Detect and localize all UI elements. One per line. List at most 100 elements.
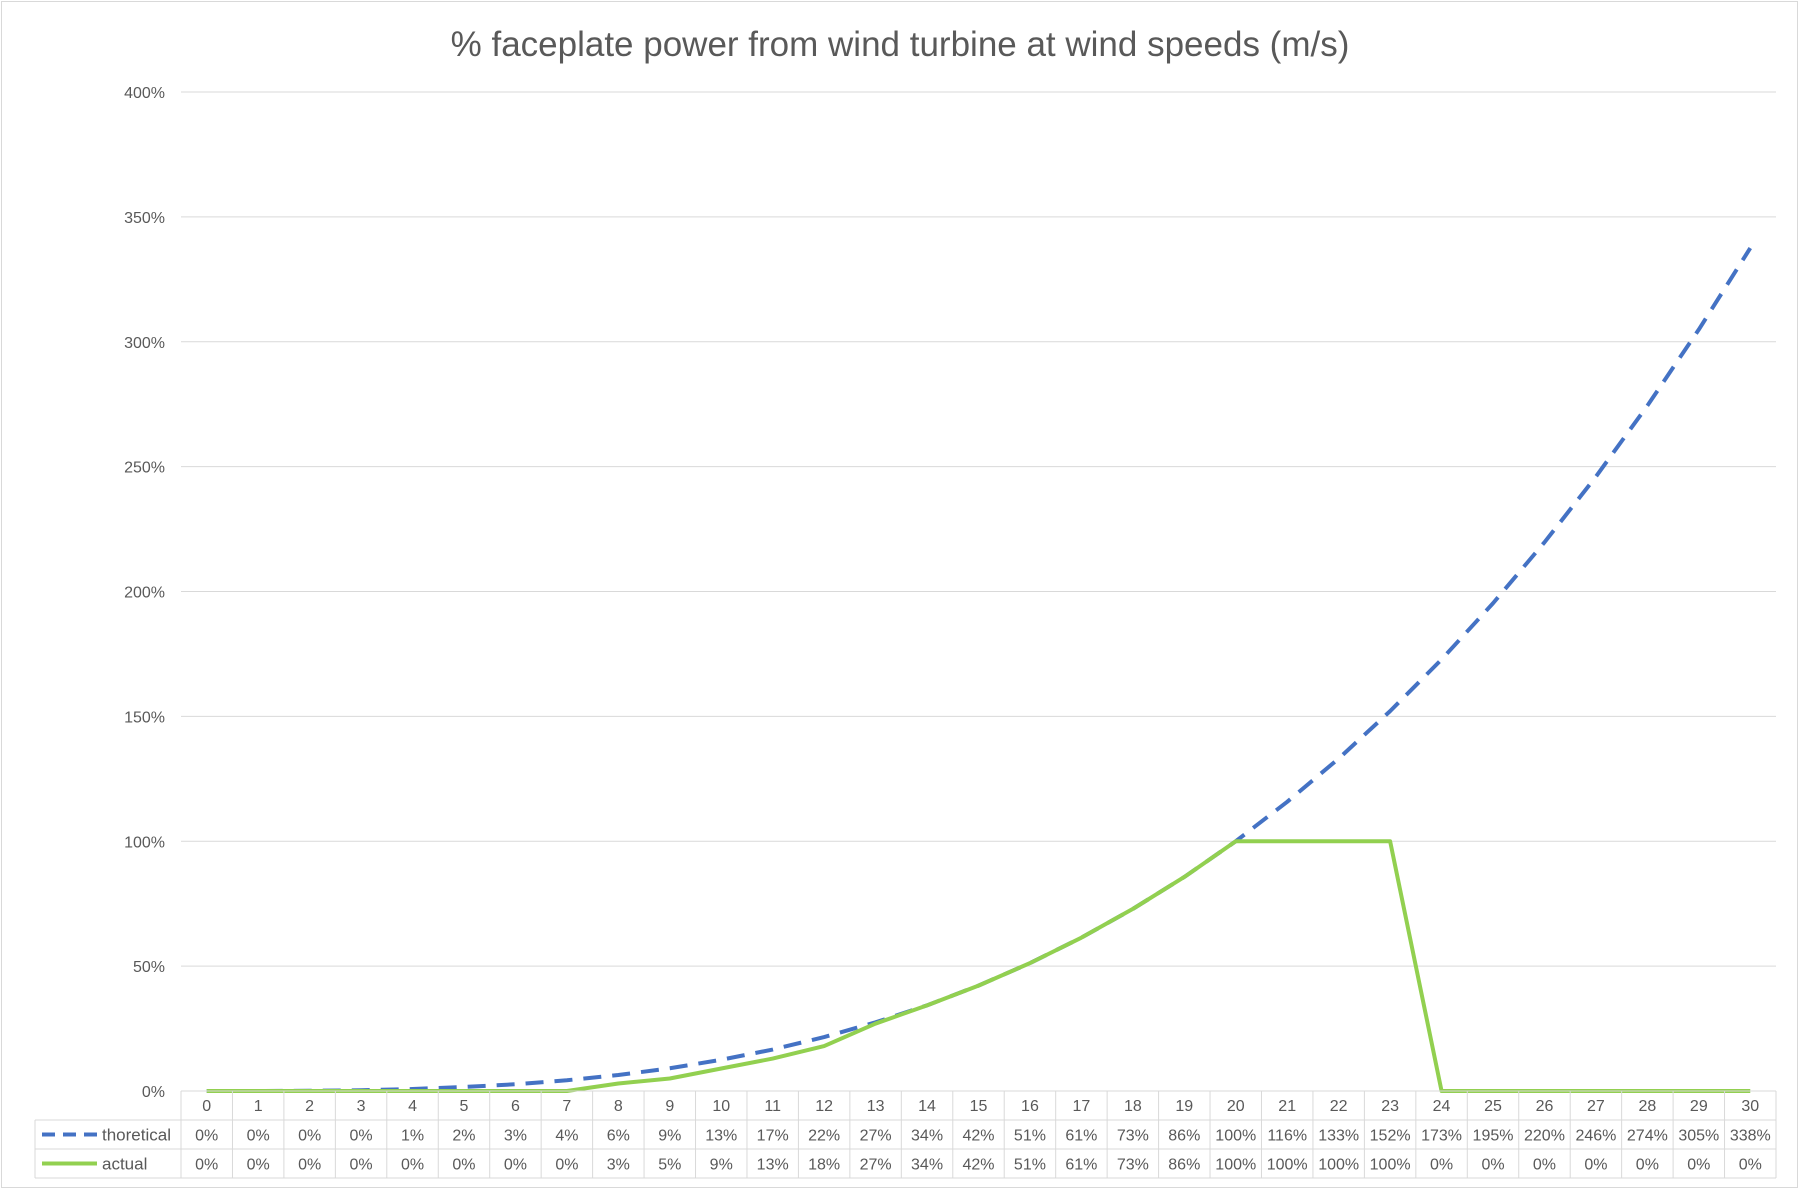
data-label-actual: 13%	[757, 1157, 789, 1174]
data-label-actual: 73%	[1117, 1157, 1149, 1174]
y-tick-label: 250%	[124, 460, 165, 477]
data-label-actual: 0%	[1739, 1157, 1762, 1174]
data-label-actual: 18%	[808, 1157, 840, 1174]
data-label-actual: 100%	[1267, 1157, 1308, 1174]
x-tick-label: 14	[918, 1098, 936, 1115]
data-label-actual: 0%	[1533, 1157, 1556, 1174]
y-axis: 0% 50% 100% 150% 200% 250% 300% 350% 400%	[124, 85, 165, 1101]
data-label-actual: 100%	[1215, 1157, 1256, 1174]
y-tick-label: 50%	[133, 959, 165, 976]
data-label-thoretical: 246%	[1575, 1128, 1616, 1145]
data-label-actual: 100%	[1318, 1157, 1359, 1174]
data-label-actual: 0%	[1481, 1157, 1504, 1174]
x-tick-label: 3	[357, 1098, 366, 1115]
data-label-actual: 34%	[911, 1157, 943, 1174]
y-tick-label: 150%	[124, 709, 165, 726]
x-tick-label: 12	[815, 1098, 833, 1115]
legend-label-thoretical: thoretical	[102, 1126, 171, 1145]
data-label-thoretical: 3%	[504, 1128, 527, 1145]
data-label-actual: 3%	[607, 1157, 630, 1174]
data-label-actual: 9%	[710, 1157, 733, 1174]
data-label-thoretical: 173%	[1421, 1128, 1462, 1145]
x-tick-label: 6	[511, 1098, 520, 1115]
data-label-thoretical: 61%	[1065, 1128, 1097, 1145]
y-tick-label: 200%	[124, 585, 165, 602]
x-tick-label: 2	[305, 1098, 314, 1115]
data-label-thoretical: 100%	[1215, 1128, 1256, 1145]
data-label-thoretical: 34%	[911, 1128, 943, 1145]
x-tick-label: 0	[202, 1098, 211, 1115]
x-tick-label: 27	[1587, 1098, 1605, 1115]
data-label-thoretical: 220%	[1524, 1128, 1565, 1145]
x-tick-label: 8	[614, 1098, 623, 1115]
data-label-thoretical: 86%	[1168, 1128, 1200, 1145]
data-label-thoretical: 2%	[452, 1128, 475, 1145]
data-label-actual: 86%	[1168, 1157, 1200, 1174]
data-label-thoretical: 0%	[195, 1128, 218, 1145]
x-tick-label: 11	[764, 1098, 781, 1115]
data-label-thoretical: 0%	[247, 1128, 270, 1145]
data-label-thoretical: 17%	[757, 1128, 789, 1145]
x-tick-label: 19	[1175, 1098, 1193, 1115]
data-label-actual: 0%	[1636, 1157, 1659, 1174]
data-label-thoretical: 0%	[350, 1128, 373, 1145]
data-label-thoretical: 1%	[401, 1128, 424, 1145]
x-tick-label: 17	[1073, 1098, 1091, 1115]
data-label-thoretical: 133%	[1318, 1128, 1359, 1145]
x-tick-label: 9	[665, 1098, 674, 1115]
data-label-thoretical: 51%	[1014, 1128, 1046, 1145]
data-label-actual: 27%	[860, 1157, 892, 1174]
y-tick-label: 300%	[124, 335, 165, 352]
x-tick-label: 20	[1227, 1098, 1245, 1115]
data-label-thoretical: 42%	[962, 1128, 994, 1145]
data-label-actual: 0%	[350, 1157, 373, 1174]
data-label-actual: 0%	[195, 1157, 218, 1174]
data-label-thoretical: 116%	[1267, 1128, 1307, 1145]
data-label-actual: 0%	[504, 1157, 527, 1174]
x-tick-label: 5	[460, 1098, 469, 1115]
data-label-actual: 42%	[962, 1157, 994, 1174]
y-tick-label: 100%	[124, 834, 165, 851]
data-label-thoretical: 338%	[1730, 1128, 1771, 1145]
x-tick-label: 28	[1638, 1098, 1656, 1115]
x-tick-label: 30	[1741, 1098, 1759, 1115]
data-label-thoretical: 9%	[658, 1128, 681, 1145]
data-label-actual: 0%	[1584, 1157, 1607, 1174]
y-tick-label: 400%	[124, 85, 165, 102]
data-label-thoretical: 13%	[705, 1128, 737, 1145]
x-tick-label: 7	[562, 1098, 571, 1115]
data-label-actual: 0%	[401, 1157, 424, 1174]
data-label-actual: 0%	[247, 1157, 270, 1174]
data-label-actual: 0%	[298, 1157, 321, 1174]
x-tick-label: 21	[1278, 1098, 1296, 1115]
x-tick-label: 23	[1381, 1098, 1399, 1115]
x-tick-label: 1	[254, 1098, 263, 1115]
x-tick-label: 13	[867, 1098, 885, 1115]
data-label-thoretical: 0%	[298, 1128, 321, 1145]
x-tick-label: 26	[1536, 1098, 1554, 1115]
y-tick-label: 350%	[124, 210, 165, 227]
x-tick-label: 18	[1124, 1098, 1142, 1115]
y-tick-label: 0%	[142, 1084, 165, 1101]
data-label-actual: 100%	[1370, 1157, 1411, 1174]
x-tick-label: 29	[1690, 1098, 1708, 1115]
x-tick-label: 16	[1021, 1098, 1039, 1115]
data-label-thoretical: 195%	[1473, 1128, 1514, 1145]
x-tick-label: 25	[1484, 1098, 1502, 1115]
x-tick-label: 22	[1330, 1098, 1348, 1115]
data-label-thoretical: 152%	[1370, 1128, 1411, 1145]
data-label-actual: 5%	[658, 1157, 681, 1174]
data-label-actual: 0%	[555, 1157, 578, 1174]
series-lines	[206, 247, 1752, 1093]
data-label-actual: 0%	[1430, 1157, 1453, 1174]
data-label-actual: 0%	[452, 1157, 475, 1174]
data-label-actual: 0%	[1687, 1157, 1710, 1174]
x-tick-label: 15	[970, 1098, 988, 1115]
x-tick-label: 10	[712, 1098, 730, 1115]
series-line-thoretical	[206, 247, 1752, 1093]
data-label-thoretical: 274%	[1627, 1128, 1668, 1145]
data-label-thoretical: 4%	[555, 1128, 578, 1145]
data-label-thoretical: 305%	[1678, 1128, 1719, 1145]
